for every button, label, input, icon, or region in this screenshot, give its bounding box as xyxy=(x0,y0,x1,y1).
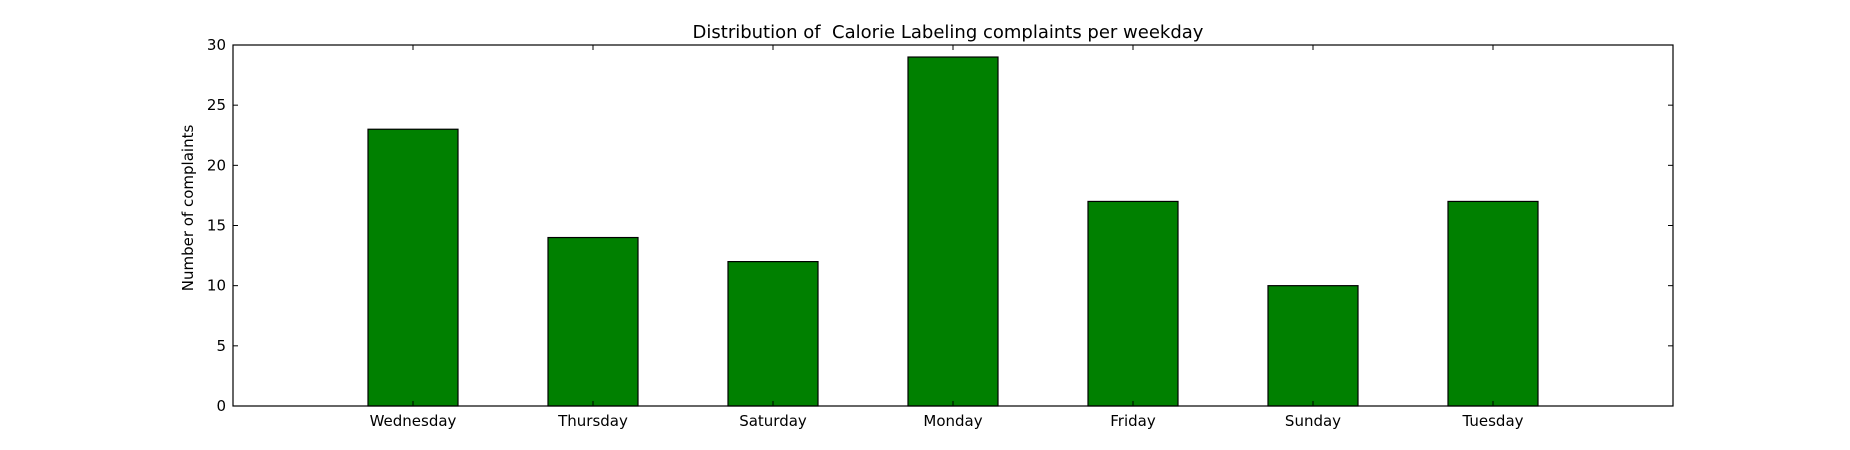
plot-frame xyxy=(232,44,1674,407)
bar-friday xyxy=(1087,200,1179,407)
bar-monday xyxy=(907,56,999,407)
bar-wednesday xyxy=(367,128,459,407)
x-tick-label: Thursday xyxy=(557,412,628,430)
bar-saturday xyxy=(727,261,819,407)
x-tick-label: Tuesday xyxy=(1461,412,1523,430)
bar-thursday xyxy=(547,236,639,407)
tick-labels-group: Wednesday Thursday Saturday Monday Friday Sun… xyxy=(207,36,1524,430)
bars-group xyxy=(367,56,1539,407)
x-tick-label: Saturday xyxy=(739,412,807,430)
bar-tuesday xyxy=(1447,200,1539,407)
y-tick-label: 0 xyxy=(216,397,226,415)
y-tick-label: 20 xyxy=(207,156,226,174)
bar-sunday xyxy=(1267,285,1359,407)
y-tick-label: 25 xyxy=(207,96,226,114)
y-tick-label: 30 xyxy=(207,36,226,54)
y-tick-label: 15 xyxy=(207,217,226,235)
y-tick-label: 10 xyxy=(207,277,226,295)
x-tick-label: Friday xyxy=(1110,412,1156,430)
chart-title: Distribution of Calorie Labeling complai… xyxy=(693,22,1204,43)
x-tick-label: Wednesday xyxy=(370,412,457,430)
y-tick-label: 5 xyxy=(216,337,226,355)
x-tick-label: Sunday xyxy=(1285,412,1341,430)
x-tick-label: Monday xyxy=(923,412,982,430)
ticks-group xyxy=(233,44,1673,407)
y-axis-label: Number of complaints xyxy=(179,125,197,292)
